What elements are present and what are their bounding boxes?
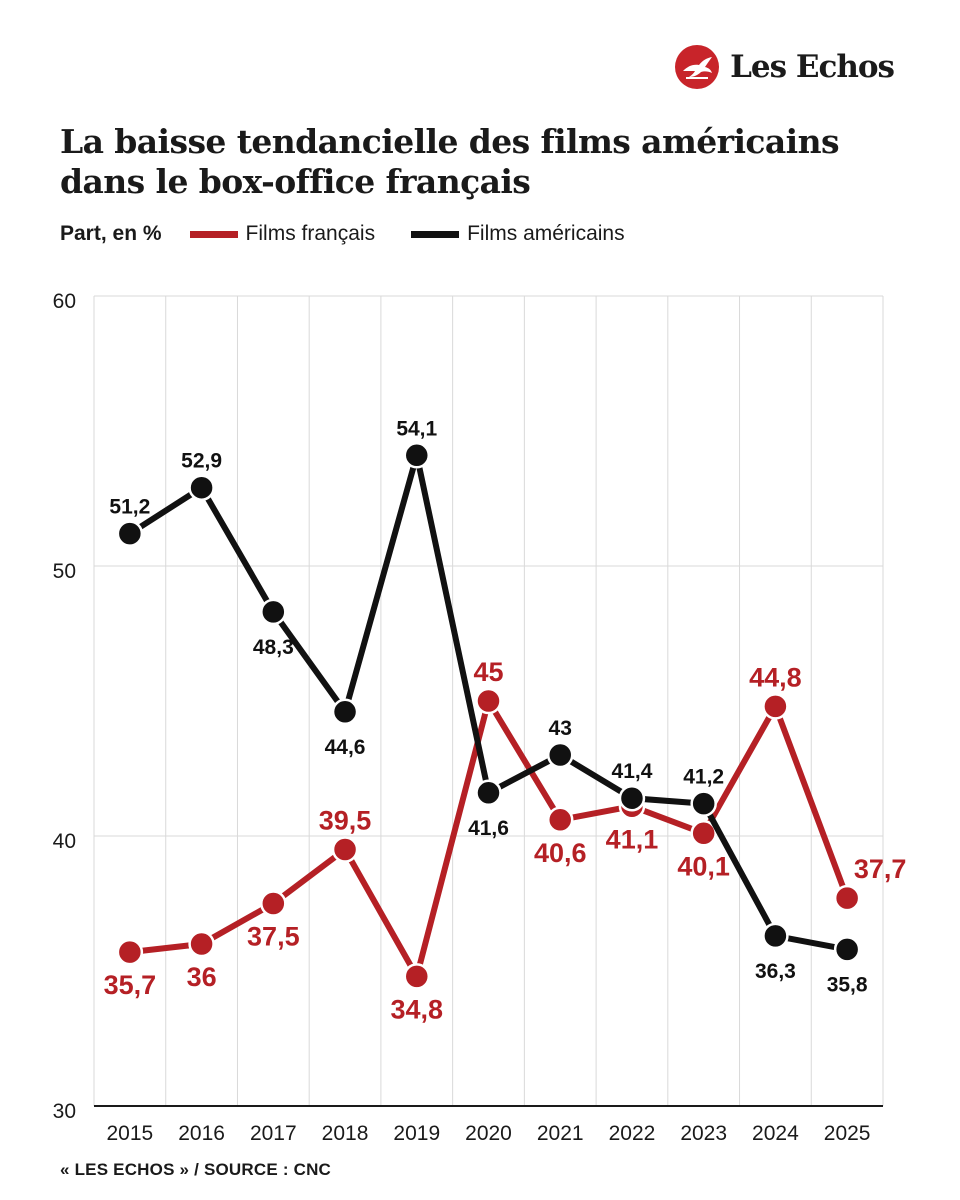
data-point-french bbox=[546, 806, 574, 834]
data-point-american bbox=[618, 784, 646, 812]
data-label-french: 34,8 bbox=[390, 994, 443, 1024]
data-point-american bbox=[260, 598, 287, 626]
data-label-french: 41,1 bbox=[606, 824, 659, 854]
les-echos-logo-icon bbox=[675, 45, 720, 89]
data-label-american: 44,6 bbox=[325, 736, 366, 759]
brand-name: Les Echos bbox=[730, 49, 895, 85]
data-point-american bbox=[116, 520, 144, 547]
legend-item-american: Films américains bbox=[411, 222, 625, 246]
x-tick-label: 2017 bbox=[250, 1122, 297, 1145]
data-point-french bbox=[475, 687, 502, 715]
y-axis-unit-label: Part, en % bbox=[60, 222, 162, 245]
data-label-american: 43 bbox=[549, 717, 572, 740]
data-point-american bbox=[762, 922, 789, 950]
source-note: « LES ECHOS » / SOURCE : CNC bbox=[60, 1160, 332, 1179]
data-point-american bbox=[475, 779, 502, 807]
data-label-french: 35,7 bbox=[104, 970, 157, 1000]
x-tick-label: 2015 bbox=[107, 1122, 154, 1145]
data-point-american bbox=[546, 741, 574, 769]
chart-title: La baisse tendancielle des films américa… bbox=[60, 122, 840, 201]
data-point-french bbox=[116, 938, 144, 966]
data-label-french: 40,6 bbox=[534, 838, 587, 868]
data-label-american: 41,4 bbox=[612, 760, 653, 783]
data-label-french: 45 bbox=[473, 657, 503, 687]
legend-swatch-american bbox=[411, 230, 460, 238]
data-point-american bbox=[690, 790, 717, 817]
y-tick-label: 40 bbox=[53, 830, 76, 853]
data-point-french bbox=[690, 820, 717, 847]
data-label-american: 54,1 bbox=[396, 417, 437, 440]
data-label-french: 44,8 bbox=[749, 662, 802, 692]
x-tick-label: 2021 bbox=[537, 1122, 584, 1145]
y-tick-label: 60 bbox=[53, 290, 76, 313]
x-tick-label: 2022 bbox=[609, 1122, 656, 1145]
data-point-american bbox=[833, 936, 861, 963]
data-label-american: 41,2 bbox=[683, 766, 724, 789]
data-point-french bbox=[762, 693, 789, 720]
data-label-french: 36 bbox=[187, 962, 217, 992]
legend-label-american: Films américains bbox=[467, 222, 625, 245]
x-tick-label: 2023 bbox=[680, 1122, 727, 1145]
data-label-french: 37,7 bbox=[854, 854, 907, 884]
data-point-american bbox=[188, 474, 215, 501]
data-label-american: 35,8 bbox=[827, 973, 868, 996]
x-tick-label: 2024 bbox=[752, 1122, 799, 1145]
x-tick-label: 2019 bbox=[393, 1122, 440, 1145]
x-tick-label: 2020 bbox=[465, 1122, 512, 1145]
data-point-french bbox=[260, 890, 287, 917]
data-label-american: 41,6 bbox=[468, 817, 509, 840]
data-label-american: 36,3 bbox=[755, 960, 796, 983]
x-tick-label: 2025 bbox=[824, 1122, 871, 1145]
data-label-french: 40,1 bbox=[677, 851, 730, 881]
data-label-american: 48,3 bbox=[253, 636, 294, 659]
data-point-american bbox=[403, 442, 431, 469]
data-label-american: 52,9 bbox=[181, 450, 222, 473]
x-tick-label: 2018 bbox=[322, 1122, 369, 1145]
data-point-french bbox=[403, 963, 431, 990]
data-label-american: 51,2 bbox=[109, 496, 150, 519]
data-label-french: 37,5 bbox=[247, 922, 300, 952]
x-tick-label: 2016 bbox=[178, 1122, 225, 1145]
y-tick-label: 50 bbox=[53, 560, 76, 583]
data-point-french bbox=[331, 836, 359, 863]
chart-legend: Part, en % Films français Films américai… bbox=[60, 222, 661, 246]
brand-logo: Les Echos bbox=[674, 44, 895, 90]
data-point-american bbox=[331, 698, 359, 726]
data-point-french bbox=[188, 930, 215, 958]
data-label-french: 39,5 bbox=[319, 806, 372, 836]
data-point-french bbox=[833, 884, 861, 912]
y-tick-label: 30 bbox=[53, 1100, 76, 1123]
legend-label-french: Films français bbox=[245, 222, 376, 245]
legend-swatch-french bbox=[189, 230, 238, 238]
legend-item-french: Films français bbox=[189, 222, 376, 246]
